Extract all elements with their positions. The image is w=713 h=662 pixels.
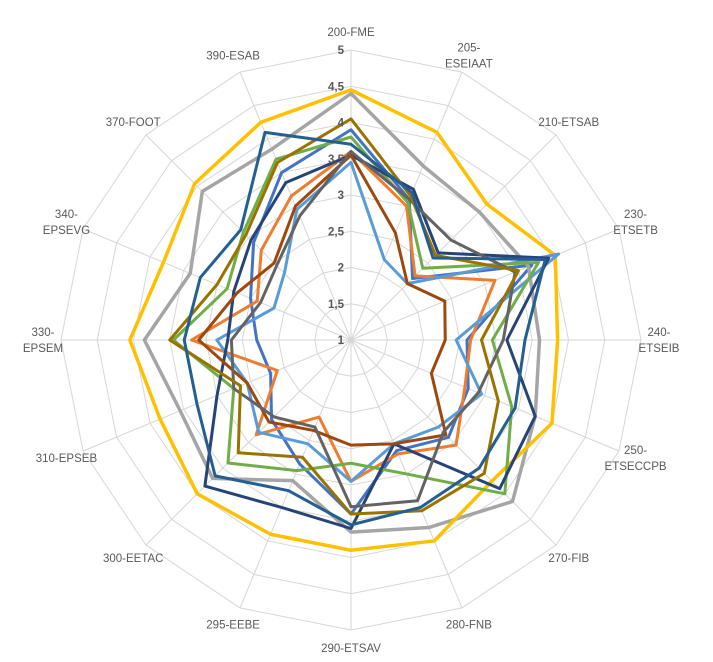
category-label-line: EPSEM	[23, 343, 63, 355]
category-label-line: ESEIAAT	[445, 58, 493, 70]
gridline-spoke	[350, 228, 620, 341]
category-label-390-ESAB: 390-ESAB	[206, 50, 260, 62]
category-label-line: 270-FIB	[548, 553, 589, 565]
category-axis-labels: 200-FME 205- ESEIAAT 210-ETSAB 230- ETSETB 240…	[23, 27, 680, 655]
radial-tick-label: 1	[338, 335, 345, 347]
category-label-270-FIB: 270-FIB	[548, 553, 589, 565]
series-line-navy	[203, 153, 551, 530]
series-line-gray	[142, 91, 542, 534]
category-label-210-ETSAB: 210-ETSAB	[538, 117, 599, 129]
radial-tick-label: 2	[338, 263, 344, 275]
category-label-240-ETSEIB: 240- ETSEIB	[639, 327, 680, 355]
radial-tick-label: 3,5	[328, 154, 345, 166]
category-label-line: 230-	[624, 209, 647, 221]
gridline-spoke	[239, 339, 352, 609]
category-label-280-FNB: 280-FNB	[446, 620, 492, 632]
radar-gridlines	[60, 49, 642, 631]
category-label-line: 200-FME	[327, 27, 375, 39]
category-label-line: 300-EETAC	[103, 553, 164, 565]
category-label-line: ETSECCPB	[605, 461, 667, 473]
category-label-330-EPSEM: 330- EPSEM	[23, 327, 63, 355]
category-label-250-ETSECCPB: 250- ETSECCPB	[605, 445, 667, 473]
category-label-line: 210-ETSAB	[538, 117, 599, 129]
category-label-340-EPSEVG: 340- EPSEVG	[43, 209, 90, 237]
category-label-line: 330-	[31, 327, 54, 339]
radial-tick-label: 3	[338, 190, 344, 202]
category-label-line: 390-ESAB	[206, 50, 260, 62]
category-label-line: 280-FNB	[446, 620, 492, 632]
series-line-brown	[197, 153, 448, 447]
series-line-gold	[128, 88, 560, 552]
category-label-line: 240-	[647, 327, 670, 339]
category-label-205-ESEIAAT: 205- ESEIAAT	[445, 42, 493, 70]
category-label-370-FOOT: 370-FOOT	[106, 117, 161, 129]
gridline-spoke	[145, 339, 352, 546]
category-label-line: ETSEIB	[639, 343, 680, 355]
radial-tick-label: 4	[338, 118, 345, 130]
category-label-line: EPSEVG	[43, 225, 90, 237]
series-line-dark-gray	[229, 150, 517, 509]
gridline-spoke	[350, 339, 557, 546]
gridline-spoke	[350, 134, 557, 341]
gridline-spoke	[350, 339, 620, 452]
category-label-line: 340-	[55, 209, 78, 221]
radial-tick-label: 1,5	[328, 299, 345, 311]
series-line-steel-blue	[182, 130, 547, 527]
category-label-300-EETAC: 300-EETAC	[103, 553, 164, 565]
radial-tick-label: 2,5	[328, 226, 345, 238]
category-label-200-FME: 200-FME	[327, 27, 375, 39]
category-label-line: ETSETB	[613, 225, 658, 237]
category-label-line: 295-EEBE	[206, 620, 260, 632]
radial-tick-label: 5	[338, 45, 345, 57]
radial-tick-label: 4,5	[328, 81, 345, 93]
category-label-310-EPSEB: 310-EPSEB	[36, 453, 98, 465]
gridline-spoke	[145, 134, 352, 341]
series-line-olive	[168, 117, 520, 516]
radial-axis-labels: 1 1,5 2 2,5 3 3,5 4 4,5 5	[328, 45, 345, 347]
category-label-295-EEBE: 295-EEBE	[206, 620, 260, 632]
category-label-line: 290-ETSAV	[321, 643, 381, 655]
category-label-290-ETSAV: 290-ETSAV	[321, 643, 381, 655]
category-label-230-ETSETB: 230- ETSETB	[613, 209, 658, 237]
category-label-line: 310-EPSEB	[36, 453, 98, 465]
category-label-line: 205-	[457, 42, 480, 54]
radar-series	[128, 88, 561, 552]
category-label-line: 250-	[624, 445, 647, 457]
category-label-line: 370-FOOT	[106, 117, 161, 129]
